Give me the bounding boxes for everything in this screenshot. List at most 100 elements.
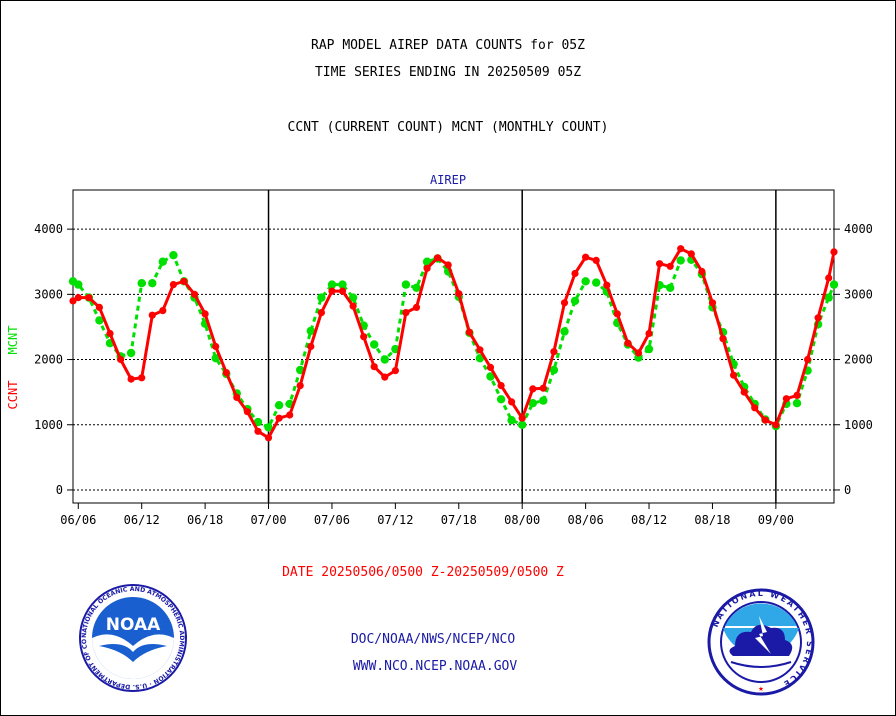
ccnt-point — [571, 269, 579, 278]
mcnt-point — [211, 354, 220, 363]
ccnt-point — [698, 267, 706, 276]
mcnt-point — [401, 280, 411, 289]
ccnt-point — [85, 294, 93, 302]
y-axis-left: 0 1000 2000 3000 4000 — [34, 222, 73, 497]
ccnt-point — [402, 309, 410, 317]
x-tick-label: 09/00 — [758, 513, 794, 527]
noaa-logo: NOAA NATIONAL OCEANIC AND ATMOSPHERIC AD… — [79, 584, 187, 692]
ccnt-point — [645, 329, 653, 338]
mcnt-point — [253, 417, 263, 427]
noaa-logo-text: NOAA — [106, 615, 161, 635]
x-tick-label: 07/00 — [250, 513, 286, 527]
ccnt-point — [634, 349, 643, 357]
mcnt-point — [666, 283, 675, 292]
y-tick-label-left: 4000 — [34, 222, 63, 236]
ylabel-ccnt: CCNT — [6, 381, 20, 410]
ccnt-point — [656, 260, 664, 268]
ccnt-point — [455, 290, 463, 298]
mcnt-point — [380, 355, 389, 364]
ccnt-point — [582, 253, 590, 261]
ccnt-point — [254, 427, 262, 435]
y-tick-label-left: 1000 — [34, 418, 63, 432]
ccnt-point — [529, 385, 537, 393]
x-axis: 06/06 06/12 06/18 07/00 07/06 07/12 07/18 08/00… — [60, 503, 794, 527]
ccnt-point — [317, 309, 325, 317]
mcnt-point — [137, 279, 146, 288]
ccnt-point — [624, 339, 632, 347]
mcnt-point — [792, 399, 802, 408]
mcnt-point — [74, 280, 83, 289]
ccnt-point — [465, 328, 473, 336]
series-layer — [68, 245, 839, 442]
mcnt-point — [486, 372, 495, 381]
ccnt-point — [434, 254, 442, 262]
chart-title-line1: RAP MODEL AIREP DATA COUNTS for 05Z — [311, 38, 585, 53]
mcnt-point — [676, 256, 685, 265]
y-tick-label-right: 0 — [844, 483, 851, 497]
ccnt-point — [222, 369, 230, 377]
y-axis-label: CCNT MCNT — [6, 326, 20, 410]
mcnt-point — [274, 401, 284, 410]
x-tick-label: 07/12 — [377, 513, 413, 527]
mcnt-point — [169, 251, 178, 260]
mcnt-point — [422, 257, 432, 266]
ccnt-point — [772, 421, 780, 429]
plot-title: AIREP — [430, 173, 466, 187]
ccnt-point — [497, 382, 505, 390]
org-line: DOC/NOAA/NWS/NCEP/NCO — [350, 632, 516, 647]
ccnt-point — [444, 261, 452, 269]
ccnt-point — [825, 274, 833, 282]
x-tick-label: 08/18 — [694, 513, 730, 527]
ccnt-point — [804, 355, 812, 364]
mcnt-point — [264, 423, 273, 432]
mcnt-point — [560, 327, 569, 336]
mcnt-point — [570, 296, 580, 306]
mcnt-point — [126, 348, 136, 358]
ccnt-point — [117, 355, 125, 364]
ccnt-point — [180, 277, 188, 285]
ccnt-point — [423, 264, 431, 272]
ccnt-point — [349, 302, 357, 310]
mcnt-series-line — [72, 253, 836, 429]
ccnt-point — [286, 411, 294, 419]
x-tick-label: 06/06 — [60, 513, 96, 527]
y-tick-label-left: 3000 — [34, 287, 63, 301]
ccnt-point — [603, 281, 611, 289]
ccnt-point — [560, 299, 569, 307]
mcnt-point — [549, 365, 559, 375]
ccnt-point — [730, 371, 738, 379]
ccnt-point — [190, 290, 199, 298]
ccnt-point — [708, 299, 717, 307]
svg-text:★: ★ — [758, 684, 764, 694]
x-tick-label: 06/12 — [124, 513, 160, 527]
ccnt-point — [148, 311, 156, 319]
mcnt-point — [370, 340, 379, 349]
mcnt-point — [306, 326, 315, 336]
mcnt-point — [158, 257, 167, 266]
ccnt-point — [476, 346, 484, 354]
ccnt-point — [296, 382, 304, 390]
ccnt-point — [740, 388, 748, 396]
ccnt-point — [201, 310, 209, 318]
ccnt-point — [592, 256, 600, 264]
ccnt-point — [69, 297, 77, 305]
ccnt-point — [550, 348, 558, 356]
mcnt-point — [296, 365, 305, 375]
ccnt-point — [169, 281, 177, 289]
ccnt-point — [518, 414, 526, 422]
ccnt-point — [370, 363, 378, 371]
chart-title-line2: TIME SERIES ENDING IN 20250509 05Z — [314, 65, 582, 80]
x-tick-label: 07/06 — [314, 513, 350, 527]
ccnt-point — [338, 287, 347, 295]
ccnt-point — [830, 248, 838, 256]
website-url: WWW.NCO.NCEP.NOAA.GOV — [352, 659, 518, 674]
ccnt-series-line — [72, 247, 836, 440]
ccnt-point — [412, 303, 421, 311]
x-tick-label: 06/18 — [187, 513, 223, 527]
ccnt-point — [74, 294, 82, 302]
mcnt-point — [95, 316, 104, 325]
y-tick-label-right: 2000 — [844, 353, 873, 367]
ccnt-point — [360, 333, 368, 341]
ccnt-point — [328, 287, 336, 295]
ccnt-point — [264, 434, 273, 442]
